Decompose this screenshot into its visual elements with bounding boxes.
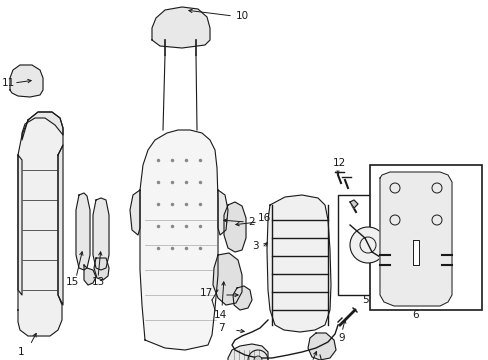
Polygon shape — [213, 253, 242, 305]
Text: 5: 5 — [361, 295, 368, 305]
Polygon shape — [232, 286, 251, 310]
Text: 12: 12 — [332, 158, 346, 168]
Text: 17: 17 — [200, 288, 213, 298]
Text: 15: 15 — [66, 277, 79, 287]
Circle shape — [253, 356, 262, 360]
Bar — [369, 165, 481, 310]
Polygon shape — [94, 258, 109, 280]
Polygon shape — [152, 7, 209, 48]
Text: 11: 11 — [2, 78, 15, 88]
Text: 2: 2 — [247, 217, 254, 227]
Text: 6: 6 — [412, 310, 418, 320]
Polygon shape — [84, 265, 96, 285]
Polygon shape — [10, 65, 43, 97]
Polygon shape — [130, 190, 140, 235]
Circle shape — [349, 227, 385, 263]
Bar — [337, 195, 407, 295]
Polygon shape — [140, 130, 218, 350]
Polygon shape — [93, 198, 109, 270]
Text: 3: 3 — [251, 241, 258, 251]
Polygon shape — [22, 112, 63, 140]
Text: 16: 16 — [258, 213, 271, 223]
Polygon shape — [266, 195, 330, 332]
Polygon shape — [349, 200, 357, 208]
Text: 10: 10 — [236, 11, 248, 21]
Text: 7: 7 — [218, 323, 224, 333]
Text: 9: 9 — [337, 333, 344, 343]
Polygon shape — [76, 193, 90, 270]
Polygon shape — [18, 112, 63, 336]
Text: 13: 13 — [92, 277, 105, 287]
Polygon shape — [224, 202, 245, 252]
Text: 1: 1 — [18, 347, 24, 357]
Polygon shape — [379, 172, 451, 306]
Polygon shape — [227, 344, 267, 360]
Polygon shape — [412, 240, 418, 265]
Polygon shape — [307, 333, 335, 360]
Polygon shape — [58, 145, 63, 305]
Polygon shape — [18, 155, 22, 295]
Text: 14: 14 — [214, 310, 227, 320]
Polygon shape — [218, 190, 227, 235]
